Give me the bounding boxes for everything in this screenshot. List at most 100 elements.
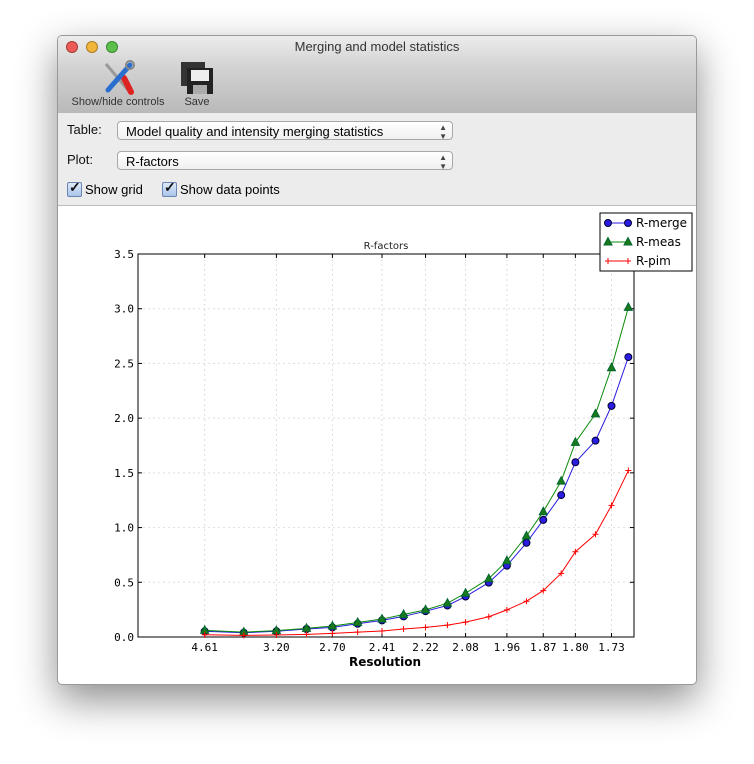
table-select[interactable]: Model quality and intensity merging stat… — [117, 121, 453, 141]
data-point-plus — [572, 548, 579, 555]
x-axis-label: Resolution — [349, 655, 421, 669]
data-point-triangle — [590, 408, 601, 418]
r-factors-chart: R-factors Resolution 0.0 0.5 1.0 1.5 2.0 2.5 3… — [114, 212, 693, 669]
plot-select[interactable]: R-factors ▲ ▼ — [117, 151, 453, 171]
data-point-plus — [201, 631, 208, 638]
data-point-plus — [485, 613, 492, 620]
updown-arrows-icon: ▲ ▼ — [439, 123, 447, 141]
data-point-circle — [624, 353, 633, 362]
save-label: Save — [184, 96, 210, 108]
y-tick-label: 2.5 — [114, 357, 134, 370]
data-point-circle — [539, 515, 548, 524]
data-point-plus — [625, 258, 631, 264]
window: Merging and model statistics Show/hide c… — [57, 35, 697, 685]
data-point-triangle — [327, 620, 338, 630]
data-point-triangle — [420, 604, 431, 614]
data-point-plus — [558, 570, 565, 577]
y-tick-label: 2.0 — [114, 412, 134, 425]
data-point-triangle — [483, 573, 494, 583]
plot-select-value: R-factors — [126, 154, 179, 169]
data-point-triangle — [606, 362, 617, 372]
x-tick-label: 1.96 — [494, 641, 521, 654]
data-point-plus — [462, 619, 469, 626]
data-point-plus — [329, 630, 336, 637]
data-point-plus — [444, 622, 451, 629]
show-grid-checkbox[interactable]: ✓ Show grid — [67, 179, 143, 197]
x-tick-label: 2.41 — [369, 641, 396, 654]
data-point-triangle — [377, 613, 387, 623]
x-tick-label: 2.22 — [412, 641, 439, 654]
x-tick-label: 4.61 — [191, 641, 218, 654]
show-hide-controls-label: Show/hide controls — [71, 96, 165, 108]
y-tick-label: 1.5 — [114, 467, 134, 480]
data-point-circle — [557, 491, 566, 500]
save-icon — [181, 62, 213, 94]
data-point-triangle — [352, 616, 363, 626]
checkmark-icon: ✓ — [162, 179, 177, 197]
data-point-plus — [422, 624, 429, 631]
y-tick-label: 3.0 — [114, 303, 134, 316]
chart-title: R-factors — [364, 241, 409, 252]
plot-label: Plot: — [67, 152, 94, 167]
legend-label: R-meas — [636, 235, 681, 249]
data-point-circle — [624, 219, 632, 227]
data-point-plus — [605, 258, 611, 264]
x-tick-label: 1.87 — [530, 641, 557, 654]
save-button[interactable]: Save — [178, 60, 216, 108]
data-point-triangle — [442, 597, 453, 607]
window-title: Merging and model statistics — [294, 39, 460, 54]
data-point-triangle — [570, 436, 581, 446]
data-point-plus — [378, 627, 385, 634]
data-point-triangle — [556, 475, 566, 485]
series-line-r-meas — [204, 307, 629, 633]
data-point-plus — [523, 598, 530, 605]
data-point-circle — [607, 401, 616, 410]
show-data-points-label: Show data points — [180, 182, 280, 197]
y-tick-label: 1.0 — [114, 522, 134, 535]
data-point-circle — [604, 219, 612, 227]
x-tick-label: 2.08 — [452, 641, 479, 654]
series-line-r-pim — [204, 470, 629, 636]
show-hide-controls-button[interactable]: Show/hide controls — [66, 60, 170, 108]
checkmark-icon: ✓ — [67, 179, 82, 197]
show-data-points-checkbox[interactable]: ✓ Show data points — [162, 179, 280, 197]
data-point-circle — [591, 436, 600, 445]
x-tick-label: 2.70 — [319, 641, 346, 654]
data-point-triangle — [623, 301, 634, 311]
zoom-button[interactable] — [106, 41, 118, 53]
x-tick-label: 3.20 — [263, 641, 290, 654]
close-button[interactable] — [66, 41, 78, 53]
data-point-plus — [592, 531, 599, 538]
plot-frame — [137, 253, 635, 638]
data-point-plus — [503, 606, 510, 613]
data-point-circle — [571, 458, 580, 467]
tools-icon — [104, 60, 135, 95]
controls-panel: Table: Model quality and intensity mergi… — [58, 113, 696, 206]
title-bar: Merging and model statistics Show/hide c… — [58, 36, 696, 114]
data-point-triangle — [603, 236, 613, 246]
y-tick-label: 3.5 — [114, 248, 134, 261]
data-point-triangle — [502, 555, 512, 565]
legend-label: R-pim — [636, 254, 671, 268]
x-tick-label: 1.73 — [598, 641, 625, 654]
series-line-r-merge — [204, 356, 629, 634]
data-point-triangle — [623, 236, 633, 246]
data-point-triangle — [460, 587, 471, 597]
data-point-triangle — [521, 530, 532, 540]
table-select-value: Model quality and intensity merging stat… — [126, 124, 384, 139]
data-point-circle — [522, 538, 531, 547]
minimize-button[interactable] — [86, 41, 98, 53]
x-tick-label: 1.80 — [562, 641, 589, 654]
table-label: Table: — [67, 122, 102, 137]
data-point-plus — [400, 626, 407, 633]
data-point-plus — [540, 587, 547, 594]
legend-label: R-merge — [636, 216, 687, 230]
y-tick-label: 0.0 — [114, 631, 134, 644]
data-point-plus — [608, 502, 615, 509]
data-point-triangle — [398, 608, 409, 618]
updown-arrows-icon: ▲ ▼ — [439, 153, 447, 171]
data-point-plus — [273, 632, 280, 639]
data-point-triangle — [538, 506, 549, 516]
data-point-plus — [625, 467, 632, 474]
y-tick-label: 0.5 — [114, 576, 134, 589]
